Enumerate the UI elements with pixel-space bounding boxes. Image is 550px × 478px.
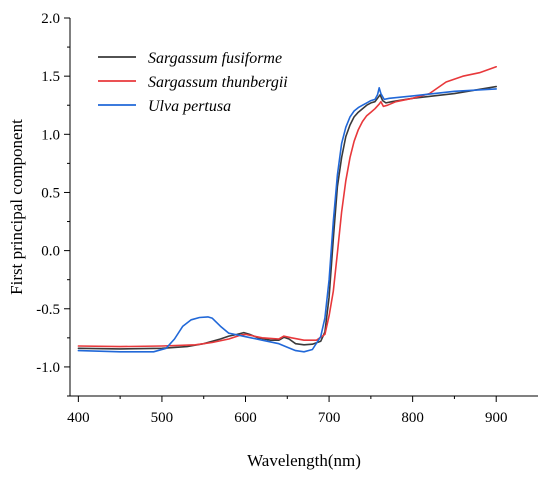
x-tick-label: 700 <box>318 410 341 426</box>
axes-layer: 400 500 600 700 800 900 -1.0 -0.5 0.0 0.5 1.0 1.5 2.… <box>36 11 538 426</box>
legend-label-1: Sargassum fusiforme <box>148 50 282 67</box>
series-layer <box>77 66 497 353</box>
x-tick-label: 900 <box>485 410 508 426</box>
y-tick-label: 0.0 <box>41 244 60 260</box>
y-tick-label: -1.0 <box>36 360 60 376</box>
y-tick-label: 1.0 <box>41 127 60 143</box>
series-line-2 <box>77 66 497 348</box>
series-line-3 <box>77 87 497 353</box>
x-tick-label: 500 <box>151 410 174 426</box>
y-axis-title: First principal component <box>7 119 26 295</box>
x-tick-label: 600 <box>234 410 257 426</box>
x-tick-label: 800 <box>401 410 424 426</box>
legend-label-3: Ulva pertusa <box>148 98 231 115</box>
y-tick-label: -0.5 <box>36 302 60 318</box>
y-tick-label: 1.5 <box>41 69 60 85</box>
legend-label-2: Sargassum thunbergii <box>148 74 288 91</box>
x-tick-label: 400 <box>67 410 90 426</box>
y-tick-label: 0.5 <box>41 185 60 201</box>
series-line-1 <box>77 85 497 350</box>
y-tick-label: 2.0 <box>41 11 60 27</box>
legend: Sargassum fusiforme Sargassum thunbergii U… <box>98 50 288 115</box>
x-axis-title: Wavelength(nm) <box>247 451 361 470</box>
